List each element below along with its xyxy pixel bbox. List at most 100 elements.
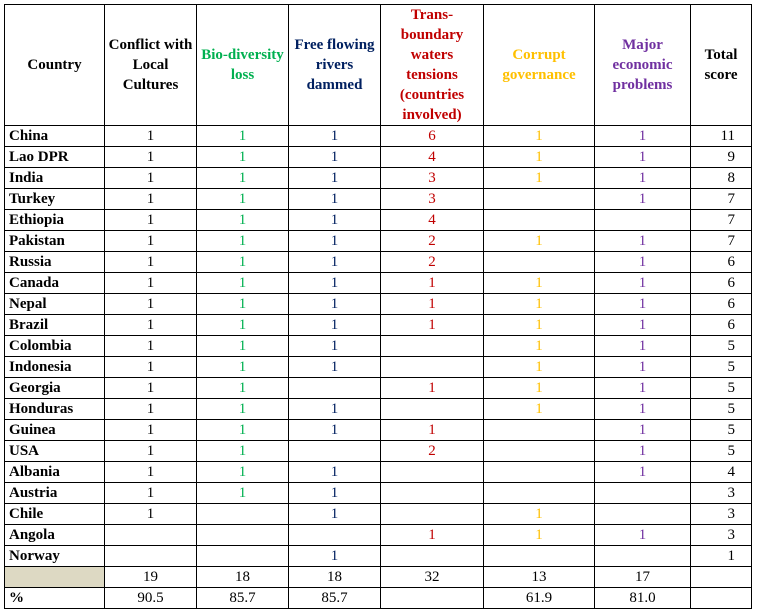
score-cell: 1	[104, 314, 197, 336]
score-cell: 4	[380, 209, 484, 231]
score-cell: 1	[594, 377, 691, 399]
score-cell: 1	[196, 335, 289, 357]
score-cell	[380, 545, 484, 567]
score-cell	[380, 356, 484, 378]
table-row: Indonesia 1 1 1 1 1 5	[4, 356, 752, 378]
score-cell: 1	[483, 524, 595, 546]
score-cell	[288, 440, 381, 462]
total-score: 5	[690, 335, 752, 357]
score-cell: 1	[104, 335, 197, 357]
score-cell: 1	[288, 482, 381, 504]
score-cell: 1	[380, 524, 484, 546]
score-cell: 1	[104, 503, 197, 525]
country-name: Georgia	[4, 377, 105, 399]
score-cell	[380, 503, 484, 525]
country-name: Guinea	[4, 419, 105, 441]
total-score: 5	[690, 440, 752, 462]
table-row: China 1 1 1 6 1 1 11	[4, 125, 752, 147]
score-cell	[594, 482, 691, 504]
country-name: Nepal	[4, 293, 105, 315]
country-name: Albania	[4, 461, 105, 483]
score-cell: 1	[104, 482, 197, 504]
score-cell: 1	[594, 314, 691, 336]
percent-cell: 85.7	[196, 587, 289, 609]
score-cell: 1	[594, 524, 691, 546]
total-score: 1	[690, 545, 752, 567]
score-cell	[483, 209, 595, 231]
percent-cell	[380, 587, 484, 609]
header-corrupt: Corrupt governance	[483, 4, 595, 126]
country-name: Indonesia	[4, 356, 105, 378]
country-name: Lao DPR	[4, 146, 105, 168]
score-cell: 1	[483, 314, 595, 336]
score-cell: 1	[196, 125, 289, 147]
sum-row: 19 18 18 32 13 17	[4, 566, 752, 588]
score-cell: 1	[483, 398, 595, 420]
score-cell	[483, 440, 595, 462]
score-cell: 1	[196, 314, 289, 336]
total-score: 7	[690, 209, 752, 231]
sum-row-label	[4, 566, 105, 588]
total-score: 6	[690, 293, 752, 315]
header-row: Country Conflict with Local Cultures Bio…	[4, 4, 752, 126]
table-row: Guinea 1 1 1 1 1 5	[4, 419, 752, 441]
country-name: Colombia	[4, 335, 105, 357]
table-row: Russia 1 1 1 2 1 6	[4, 251, 752, 273]
score-cell: 1	[104, 398, 197, 420]
score-cell	[380, 482, 484, 504]
country-name: USA	[4, 440, 105, 462]
score-cell: 1	[594, 125, 691, 147]
country-name: Turkey	[4, 188, 105, 210]
score-cell: 1	[483, 377, 595, 399]
score-cell: 1	[380, 314, 484, 336]
percent-cell: 90.5	[104, 587, 197, 609]
table-row: Lao DPR 1 1 1 4 1 1 9	[4, 146, 752, 168]
score-cell: 2	[380, 440, 484, 462]
total-score: 7	[690, 188, 752, 210]
table-body: China 1 1 1 6 1 1 11 Lao DPR 1 1 1 4 1 1 9 India 1 1 1 3 1 1 8 T…	[4, 125, 752, 567]
score-cell: 1	[196, 377, 289, 399]
table-row: Norway 1 1	[4, 545, 752, 567]
score-cell: 1	[288, 419, 381, 441]
score-cell: 1	[288, 251, 381, 273]
table-row: Angola 1 1 1 3	[4, 524, 752, 546]
table-row: Ethiopia 1 1 1 4 7	[4, 209, 752, 231]
score-cell: 1	[196, 272, 289, 294]
header-conflict: Conflict with Local Cultures	[104, 4, 197, 126]
score-cell: 1	[196, 398, 289, 420]
score-cell	[380, 461, 484, 483]
score-cell: 4	[380, 146, 484, 168]
score-cell: 1	[196, 188, 289, 210]
country-name: Brazil	[4, 314, 105, 336]
score-cell	[196, 524, 289, 546]
sum-cell: 18	[196, 566, 289, 588]
total-score: 4	[690, 461, 752, 483]
score-cell: 1	[380, 377, 484, 399]
total-score: 5	[690, 419, 752, 441]
score-cell: 3	[380, 167, 484, 189]
score-cell: 1	[288, 398, 381, 420]
score-cell: 1	[594, 398, 691, 420]
country-name: Canada	[4, 272, 105, 294]
score-cell: 1	[196, 230, 289, 252]
score-cell	[196, 545, 289, 567]
country-name: Austria	[4, 482, 105, 504]
table-row: Georgia 1 1 1 1 1 5	[4, 377, 752, 399]
country-score-table: Country Conflict with Local Cultures Bio…	[4, 4, 752, 609]
score-cell: 1	[288, 125, 381, 147]
score-cell	[483, 461, 595, 483]
sum-cell: 18	[288, 566, 381, 588]
header-economic: Major economic problems	[594, 4, 691, 126]
score-cell: 1	[288, 188, 381, 210]
total-score: 7	[690, 230, 752, 252]
score-cell: 1	[288, 335, 381, 357]
score-cell: 1	[483, 167, 595, 189]
table-row: Turkey 1 1 1 3 1 7	[4, 188, 752, 210]
score-cell: 1	[288, 209, 381, 231]
header-biodiversity: Bio-diversity loss	[196, 4, 289, 126]
score-cell: 1	[104, 146, 197, 168]
score-cell	[104, 545, 197, 567]
total-score: 5	[690, 398, 752, 420]
score-cell: 1	[594, 272, 691, 294]
sum-cell: 13	[483, 566, 595, 588]
